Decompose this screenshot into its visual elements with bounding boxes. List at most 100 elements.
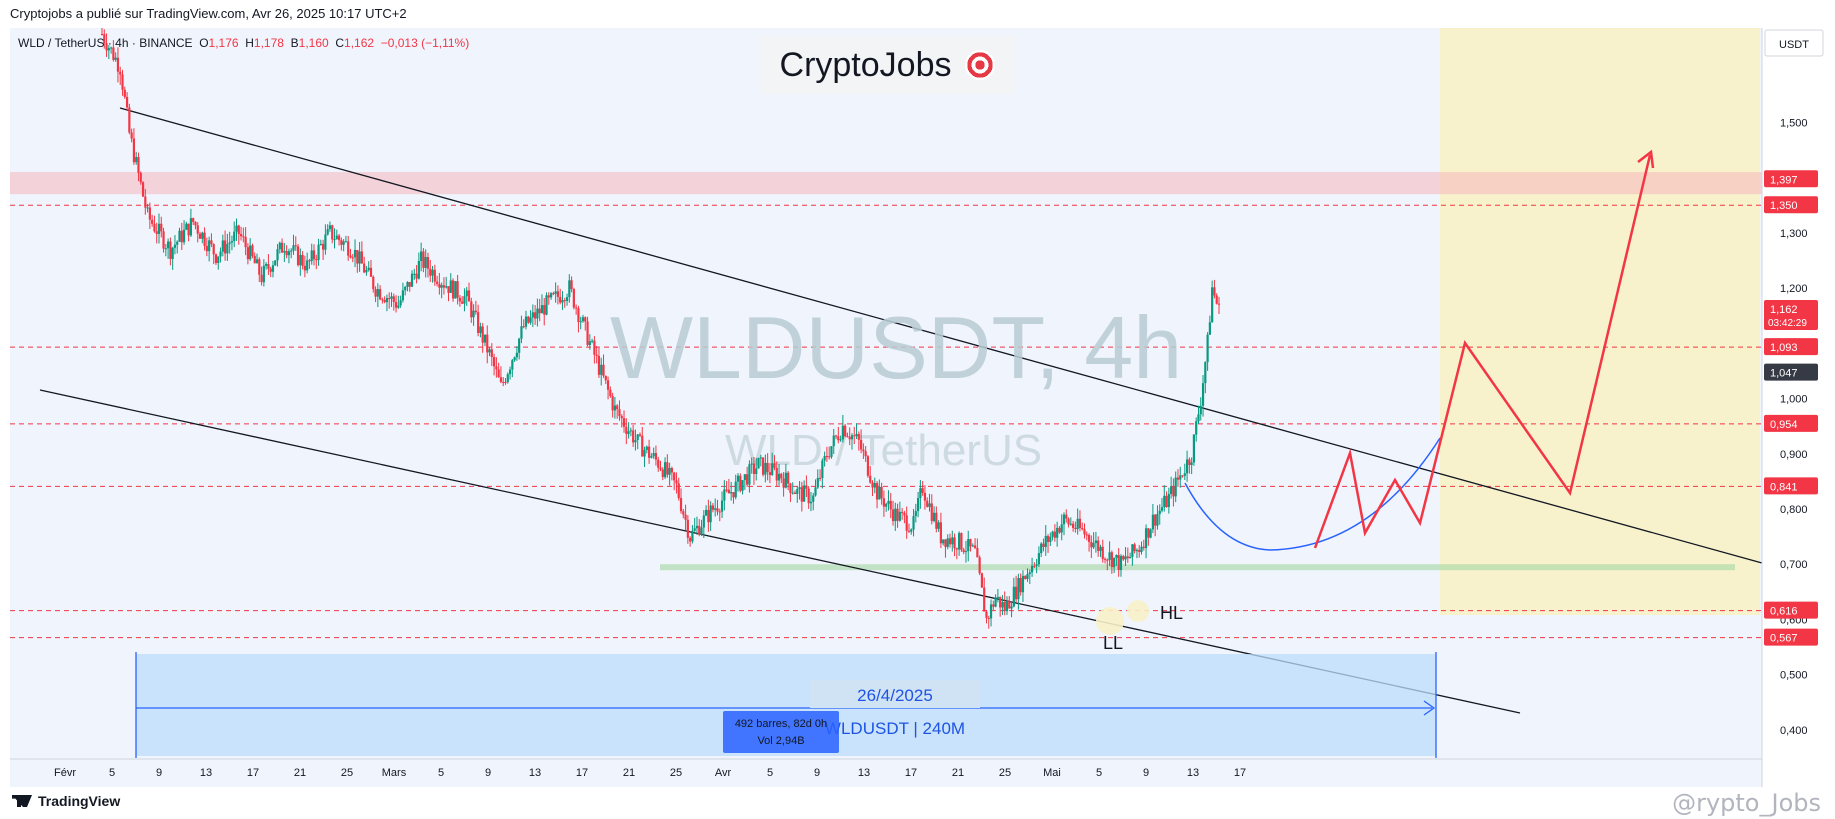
candle-body	[864, 451, 867, 457]
y-tick-10: 0,400	[1780, 725, 1808, 737]
candle-body	[661, 469, 664, 478]
candle-body	[832, 435, 835, 447]
candle-body	[1092, 543, 1095, 548]
candle	[210, 233, 213, 248]
candle	[388, 292, 391, 309]
candle-body	[752, 463, 756, 475]
candle	[299, 248, 302, 276]
candle-body	[543, 305, 546, 315]
candle	[347, 235, 350, 261]
candle-body	[490, 349, 493, 358]
candle-body	[714, 508, 717, 510]
candle-body	[978, 557, 981, 574]
candle-body	[1217, 303, 1221, 305]
candle	[718, 508, 721, 522]
candle	[935, 506, 938, 533]
candle	[903, 510, 906, 524]
candle-body	[1090, 541, 1093, 548]
candle	[353, 239, 357, 268]
candle-body	[1122, 556, 1125, 560]
y-tick-7: 0,700	[1780, 559, 1808, 571]
candle	[121, 69, 124, 96]
x-tick-25: 17	[1234, 767, 1246, 779]
candle	[1201, 375, 1205, 417]
tradingview-logo[interactable]: TradingView	[12, 793, 120, 809]
candle	[1170, 476, 1173, 499]
candle	[1037, 546, 1041, 567]
open-label: O	[199, 36, 209, 50]
x-tick-15: 5	[767, 767, 773, 779]
candle	[634, 429, 637, 451]
symbol-pair[interactable]: WLD / TetherUS	[18, 36, 105, 50]
candle-body	[130, 132, 133, 139]
candle-body	[757, 458, 760, 469]
candle-body	[932, 512, 936, 521]
candle-body	[777, 473, 781, 481]
y-tick-5: 0,900	[1780, 449, 1808, 461]
candle	[645, 445, 648, 454]
candle	[376, 283, 379, 308]
candle-body	[1174, 477, 1177, 497]
candle-body	[675, 480, 678, 484]
candle-body	[967, 539, 970, 552]
candle-body	[522, 326, 525, 328]
candle-body	[258, 259, 261, 275]
candle	[1099, 544, 1102, 557]
candle	[757, 457, 760, 469]
candle	[556, 285, 560, 305]
candle	[367, 261, 370, 272]
candlestick-chart[interactable]: WLDUSDT, 4h WLD / TetherUS LL HL 26/4/20…	[10, 27, 1835, 787]
candle	[110, 46, 113, 54]
candle	[244, 227, 247, 256]
candle	[577, 305, 580, 333]
candle	[1179, 466, 1182, 488]
chart-area[interactable]: WLDUSDT, 4h WLD / TetherUS LL HL 26/4/20…	[10, 27, 1835, 787]
candle-body	[1138, 549, 1141, 552]
candle	[465, 287, 468, 306]
candle	[787, 471, 790, 491]
candle-body	[103, 34, 106, 44]
candle-body	[616, 405, 619, 410]
candle-body	[1213, 287, 1216, 296]
candle-body	[463, 296, 466, 304]
candle	[383, 296, 386, 304]
candle	[695, 516, 699, 535]
candle	[1026, 568, 1029, 582]
currency-box[interactable]	[1764, 29, 1824, 57]
candle-body	[456, 281, 459, 298]
candle	[208, 236, 211, 262]
candle-body	[203, 232, 206, 246]
candle	[1165, 491, 1168, 508]
candle-body	[668, 467, 671, 475]
range-arrowhead	[1423, 700, 1436, 716]
candle-body	[869, 475, 872, 483]
candle-body	[114, 57, 117, 60]
candle-body	[606, 380, 610, 390]
candle	[951, 530, 954, 552]
x-tick-18: 17	[905, 767, 917, 779]
candle-body	[148, 207, 151, 220]
candle-body	[581, 317, 585, 322]
candle-body	[1192, 434, 1196, 463]
candle	[385, 294, 389, 312]
candle-body	[1181, 475, 1184, 477]
x-tick-20: 25	[999, 767, 1011, 779]
price-tag-7	[1764, 601, 1818, 619]
candle-body	[340, 240, 343, 245]
candle	[720, 491, 724, 518]
candle	[258, 257, 261, 283]
candle-body	[415, 273, 418, 279]
candle	[283, 243, 286, 262]
candle	[399, 295, 402, 308]
range-date-box	[810, 680, 980, 708]
candle	[515, 346, 518, 361]
candle	[128, 103, 131, 135]
candle-body	[891, 509, 895, 522]
candle	[180, 222, 183, 250]
candle-body	[1087, 534, 1091, 542]
candle-body	[262, 265, 265, 283]
candle	[189, 208, 193, 238]
candle-body	[994, 597, 997, 607]
candle-body	[823, 456, 826, 461]
candle-body	[830, 446, 833, 457]
